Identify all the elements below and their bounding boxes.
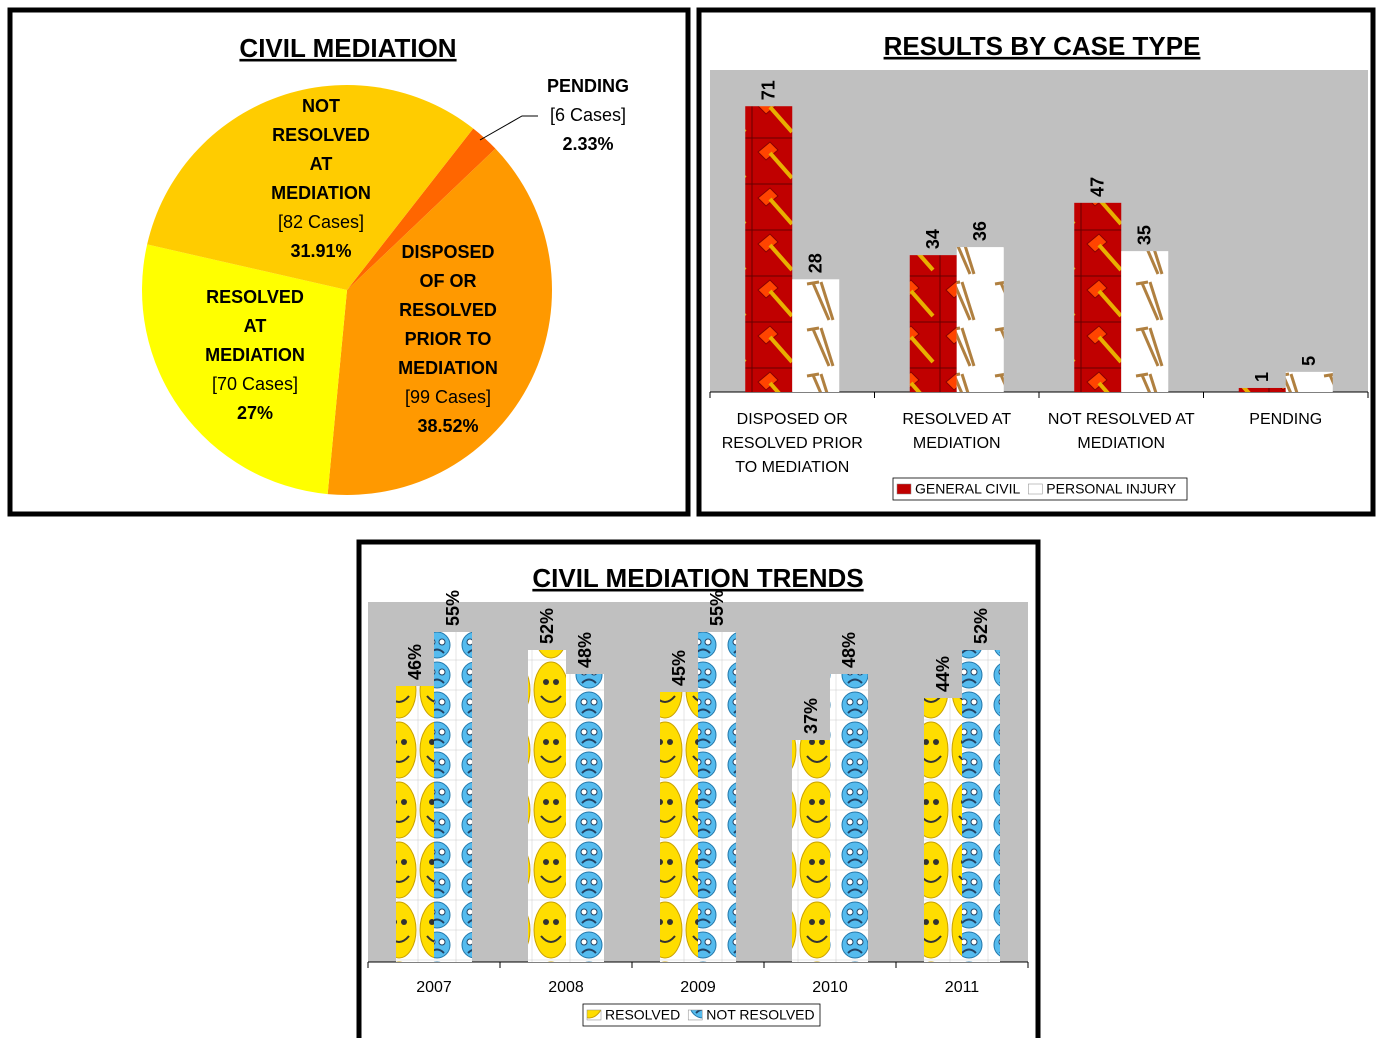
bar <box>956 247 1004 392</box>
bar <box>660 692 698 962</box>
bar <box>745 106 793 392</box>
chart-title: CIVIL MEDIATION TRENDS <box>532 563 863 593</box>
data-label: 52% <box>971 608 991 644</box>
x-tick-label: DISPOSED OR RESOLVED PRIOR TO MEDIATION <box>721 411 863 476</box>
x-tick-label: 2009 <box>680 979 716 996</box>
x-tick-label: PENDING <box>1249 411 1323 428</box>
slice-label: PENDING [6 Cases] 2.33% <box>528 72 648 159</box>
bar <box>1074 202 1122 392</box>
data-label: 28 <box>806 253 826 273</box>
slice-name: RESOLVED AT MEDIATION <box>205 287 305 365</box>
x-tick-label: NOT RESOLVED AT MEDIATION <box>1047 411 1195 452</box>
slice-value: 38.52% <box>417 416 479 436</box>
data-label: 36 <box>970 221 990 241</box>
bar <box>1238 387 1286 392</box>
slice-name: DISPOSED OF OR RESOLVED PRIOR TO MEDIATI… <box>398 242 498 378</box>
data-label: 48% <box>575 632 595 668</box>
data-label: 5 <box>1299 356 1319 366</box>
data-label: 71 <box>759 80 779 100</box>
leader-line <box>479 115 538 141</box>
slice-label: NOT RESOLVED AT MEDIATION [82 Cases] 31.91… <box>262 92 380 266</box>
data-label: 55% <box>707 590 727 626</box>
chart-title: CIVIL MEDIATION <box>239 33 456 63</box>
data-label: 45% <box>669 650 689 686</box>
slice-label: RESOLVED AT MEDIATION [70 Cases] 27% <box>199 283 311 428</box>
slice-name: PENDING <box>546 76 629 96</box>
data-label: 48% <box>839 632 859 668</box>
slice-label: DISPOSED OF OR RESOLVED PRIOR TO MEDIATI… <box>389 238 507 441</box>
x-tick-label: RESOLVED AT MEDIATION <box>902 411 1012 452</box>
x-tick-label: 2007 <box>416 979 452 996</box>
bar <box>396 686 434 962</box>
bar <box>830 674 868 962</box>
data-label: 55% <box>443 590 463 626</box>
bar <box>909 255 957 392</box>
legend-label: NOT RESOLVED <box>706 1007 814 1023</box>
legend-label: GENERAL CIVIL <box>915 481 1021 497</box>
bar <box>1121 251 1169 392</box>
pie-slice <box>347 128 496 290</box>
pie-slice <box>141 244 347 495</box>
bar <box>924 698 962 962</box>
data-label: 44% <box>933 656 953 692</box>
legend-swatch <box>1028 483 1043 495</box>
case-count: [70 Cases] <box>211 374 299 394</box>
bar <box>528 650 566 962</box>
data-label: 37% <box>801 698 821 734</box>
data-label: 1 <box>1252 372 1272 382</box>
case-count: [99 Cases] <box>404 387 492 407</box>
bar <box>792 279 840 392</box>
slice-value: 31.91% <box>290 241 352 261</box>
slice-name: NOT RESOLVED AT MEDIATION <box>271 96 371 203</box>
legend-swatch <box>896 483 912 495</box>
pie-slice <box>147 85 474 291</box>
chart-title: RESULTS BY CASE TYPE <box>884 31 1201 61</box>
data-label: 35 <box>1135 225 1155 245</box>
x-tick-label: 2008 <box>548 979 584 996</box>
slice-value: 2.33% <box>562 134 614 154</box>
bar <box>566 674 604 962</box>
data-label: 47 <box>1088 177 1108 197</box>
case-count: [6 Cases] <box>549 105 627 125</box>
case-count: [82 Cases] <box>277 212 365 232</box>
legend-label: PERSONAL INJURY <box>1046 481 1177 497</box>
data-label: 34 <box>923 229 943 249</box>
bar <box>962 650 1000 962</box>
x-tick-label: 2011 <box>944 979 980 996</box>
bar <box>698 632 736 962</box>
legend-label: RESOLVED <box>605 1007 680 1023</box>
pie-slice <box>327 148 552 496</box>
legend-swatch <box>687 1009 703 1021</box>
x-tick-label: 2010 <box>812 979 848 996</box>
legend-swatch <box>586 1009 602 1021</box>
slice-value: 27% <box>236 403 274 423</box>
bar <box>792 740 830 962</box>
bar <box>1285 371 1333 392</box>
data-label: 46% <box>405 644 425 680</box>
data-label: 52% <box>537 608 557 644</box>
bar <box>434 632 472 962</box>
